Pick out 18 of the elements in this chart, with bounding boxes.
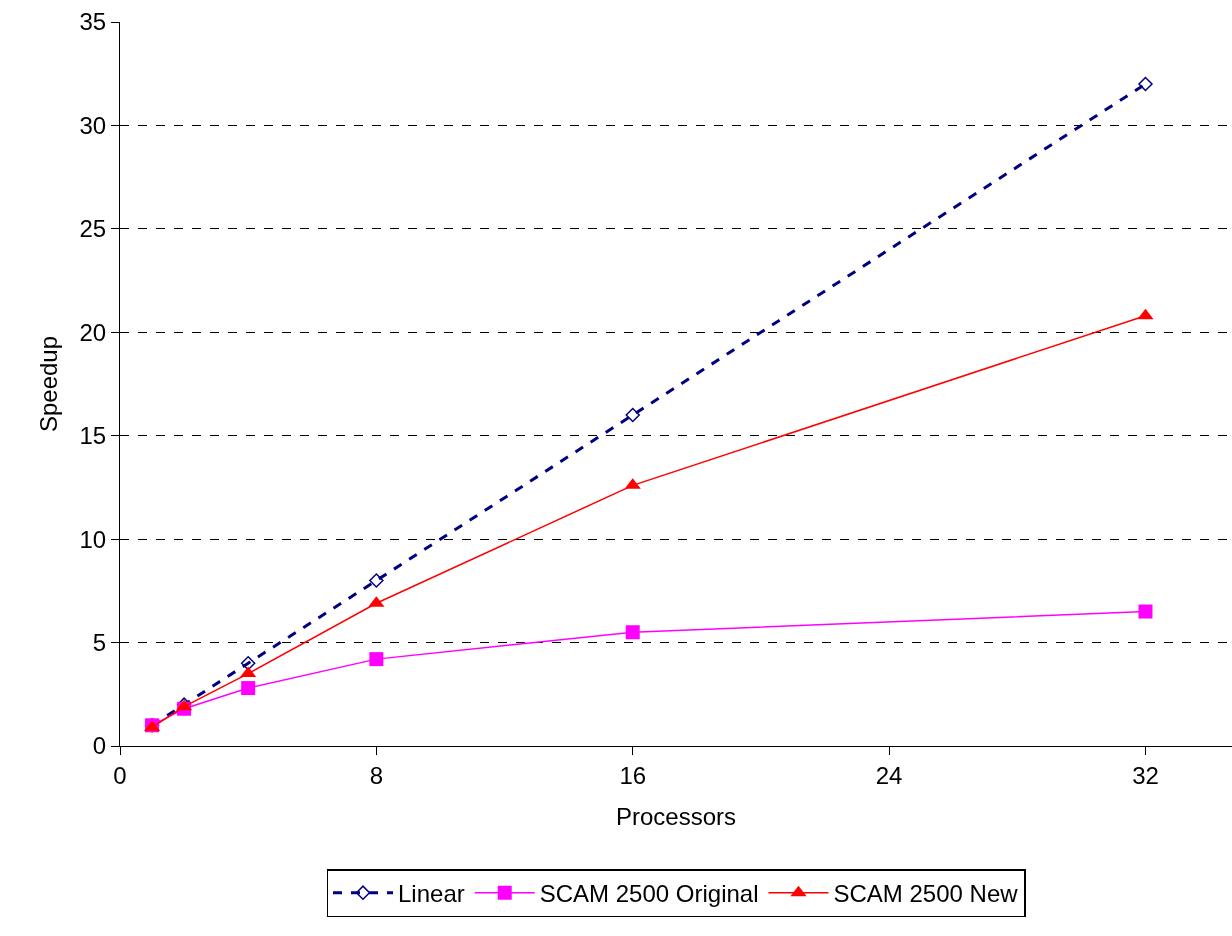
legend-label: SCAM 2500 New bbox=[833, 880, 1019, 908]
x-axis-title: Processors bbox=[615, 803, 737, 831]
y-tick-label: 5 bbox=[92, 628, 107, 656]
y-tick-label: 0 bbox=[92, 732, 107, 760]
y-tick-label: 35 bbox=[79, 8, 107, 36]
x-tick-label: 0 bbox=[113, 761, 127, 789]
x-tick-label: 16 bbox=[619, 761, 647, 789]
y-tick-label: 25 bbox=[79, 215, 107, 243]
legend-label: SCAM 2500 Original bbox=[539, 880, 759, 908]
legend-label: Linear bbox=[398, 880, 465, 908]
x-tick-label: 32 bbox=[1132, 761, 1159, 789]
y-tick-label: 30 bbox=[79, 111, 107, 139]
y-tick-label: 10 bbox=[79, 525, 107, 553]
x-tick-label: 8 bbox=[369, 761, 384, 789]
x-tick-label: 24 bbox=[875, 761, 903, 789]
y-tick-label: 20 bbox=[79, 318, 107, 346]
y-tick-label: 15 bbox=[79, 422, 107, 450]
y-axis-title: Speedup bbox=[34, 335, 62, 433]
